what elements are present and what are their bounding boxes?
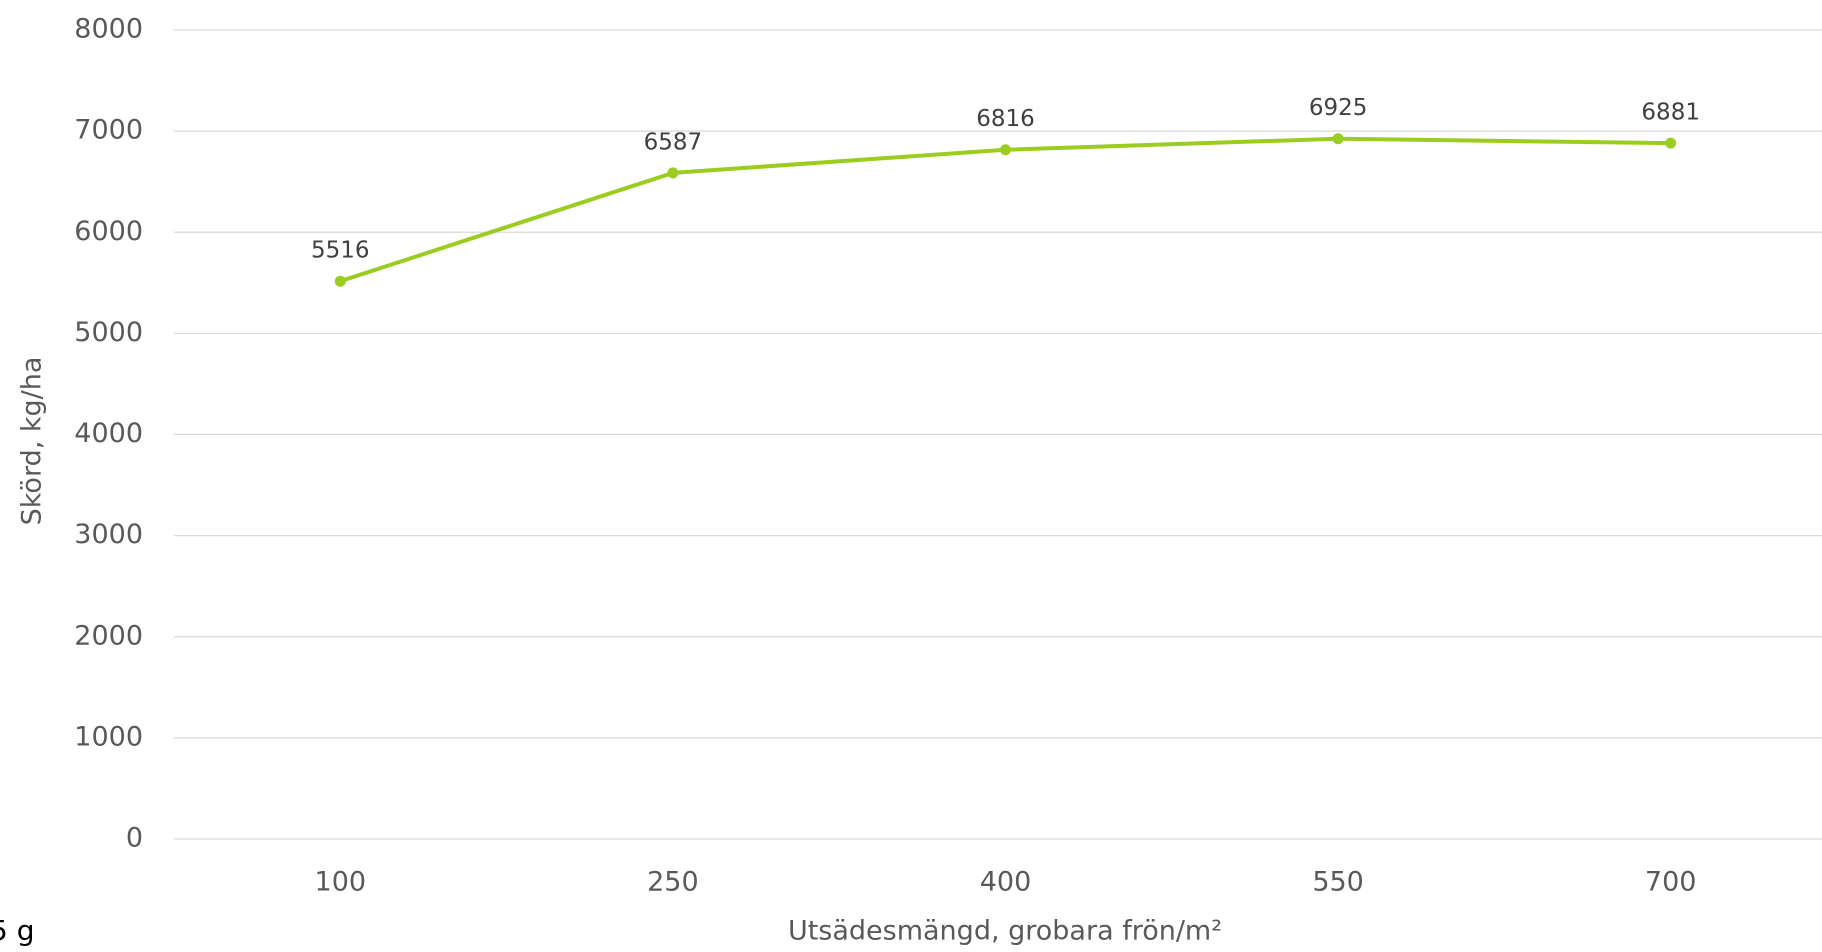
point [1665, 137, 1677, 149]
x-tick-label: 250 [647, 867, 699, 898]
data-label: 6587 [644, 129, 703, 155]
point [1332, 133, 1344, 145]
x-tick-label: 550 [1312, 867, 1364, 898]
y-tick-label: 2000 [74, 620, 143, 651]
point [667, 167, 679, 179]
annotation: 5 g [0, 914, 35, 947]
data-label: 5516 [311, 238, 370, 264]
data-label: 6925 [1309, 95, 1368, 121]
y-tick-label: 0 [126, 823, 143, 854]
y-axis-label: Skörd, kg/ha [17, 357, 48, 526]
data-label: 6816 [976, 106, 1035, 132]
y-tick-label: 6000 [74, 216, 143, 247]
point [1000, 144, 1011, 156]
y-tick-label: 3000 [74, 519, 143, 550]
y-tick-label: 1000 [74, 721, 143, 752]
y-tick-label: 7000 [74, 115, 143, 146]
x-axis-label: Utsädesmängd, grobara frön/m² [788, 916, 1222, 947]
y-tick-label: 5000 [74, 317, 143, 348]
x-tick-label: 100 [315, 867, 367, 898]
y-tick-label: 4000 [74, 418, 143, 449]
y-tick-label: 8000 [74, 14, 143, 45]
x-tick-label: 700 [1645, 867, 1697, 898]
x-tick-label: 400 [980, 867, 1032, 898]
data-label: 6881 [1641, 100, 1700, 126]
point [334, 275, 346, 287]
line [339, 136, 1671, 284]
